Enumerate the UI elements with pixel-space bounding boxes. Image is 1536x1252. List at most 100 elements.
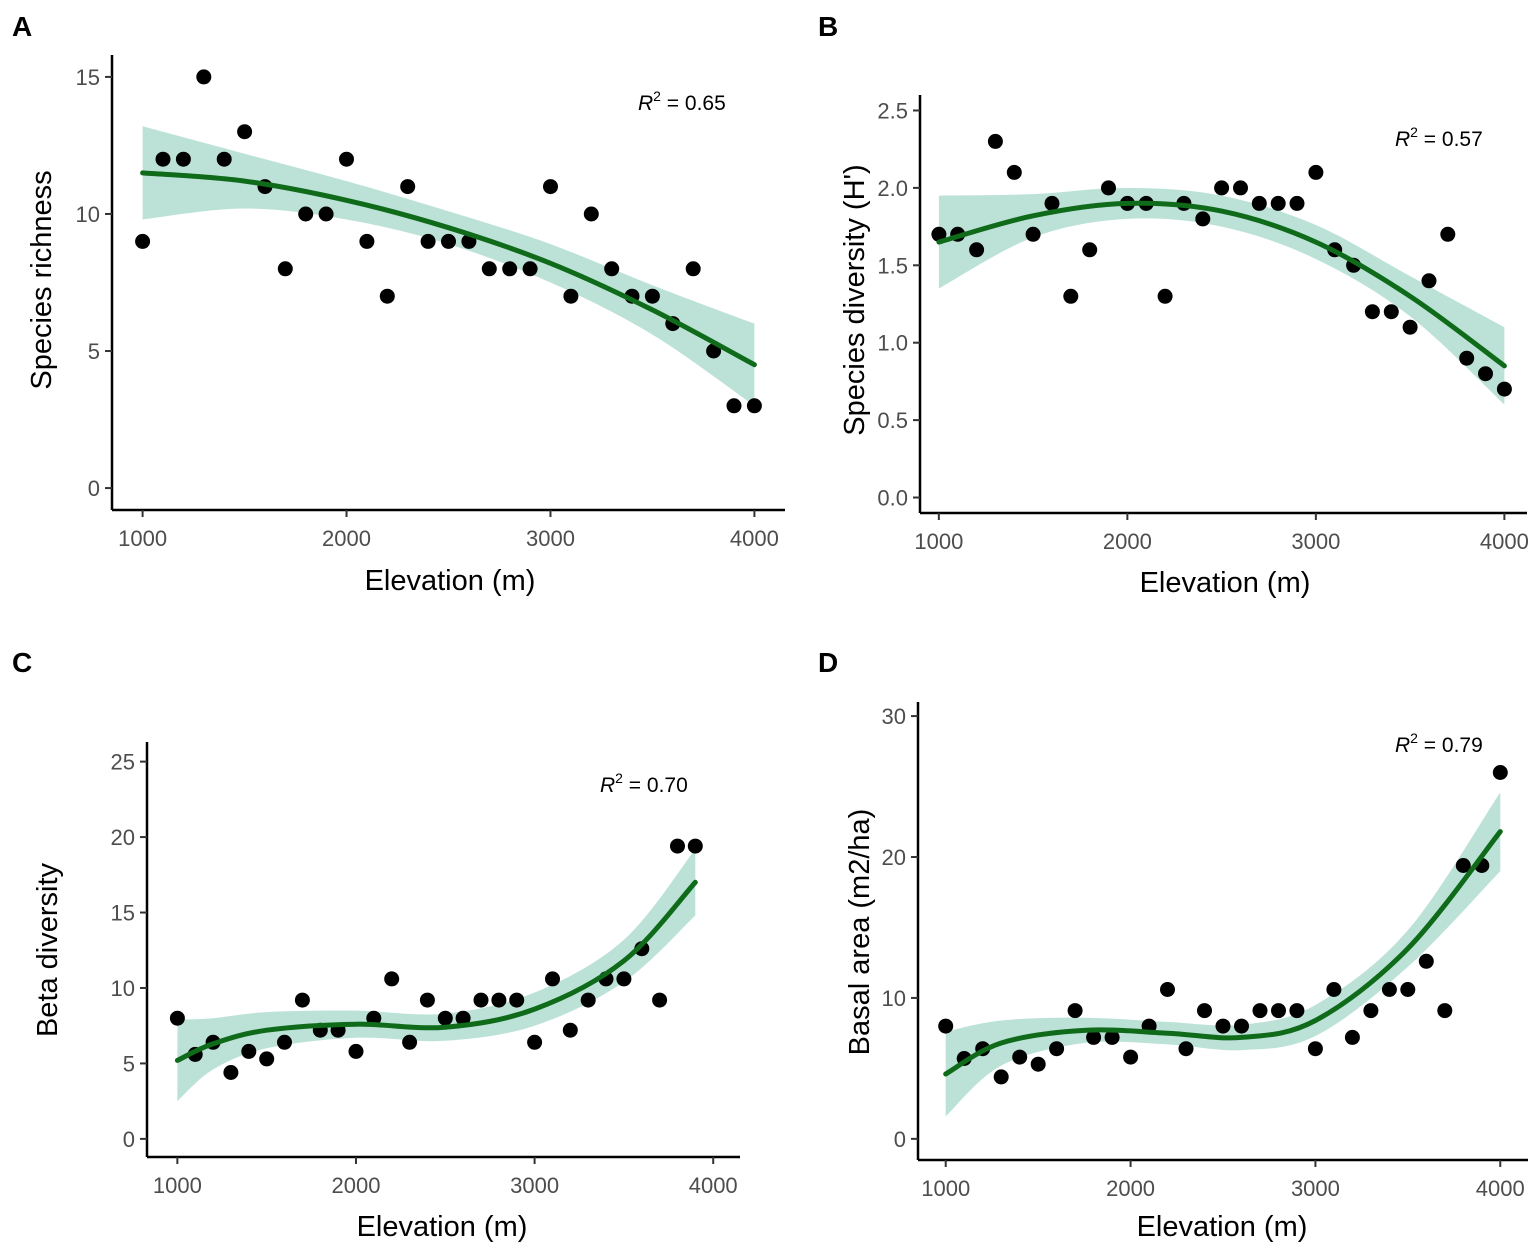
data-point bbox=[583, 206, 599, 222]
data-point bbox=[522, 261, 538, 277]
data-point bbox=[502, 261, 518, 277]
x-axis-title: Elevation (m) bbox=[357, 1211, 528, 1243]
data-point bbox=[1006, 164, 1022, 180]
r-squared-annotation: R2 = 0.70 bbox=[600, 770, 688, 797]
y-tick-label: 25 bbox=[111, 750, 135, 775]
data-point bbox=[359, 233, 375, 249]
data-point bbox=[437, 1010, 453, 1026]
data-point bbox=[241, 1043, 257, 1059]
data-point bbox=[1030, 1056, 1046, 1072]
data-point bbox=[562, 1022, 578, 1038]
x-tick-label: 2000 bbox=[322, 526, 371, 551]
data-point bbox=[441, 233, 456, 249]
data-point bbox=[1270, 195, 1286, 211]
data-point bbox=[1234, 1018, 1249, 1034]
data-point bbox=[652, 992, 668, 1008]
data-point bbox=[1492, 765, 1508, 780]
y-tick-label: 10 bbox=[111, 976, 135, 1001]
data-point bbox=[1252, 1003, 1268, 1019]
data-point bbox=[400, 179, 416, 195]
data-point bbox=[277, 1034, 292, 1050]
x-axis-title: Elevation (m) bbox=[1137, 1211, 1308, 1243]
panel-a: A 1000 2000 3000 4000 0 5 10 15 Elevation (m) S… bbox=[12, 11, 785, 597]
data-point bbox=[277, 261, 293, 277]
data-point bbox=[491, 992, 507, 1008]
y-tick-label: 10 bbox=[882, 986, 906, 1011]
data-point bbox=[348, 1043, 364, 1059]
data-point bbox=[1344, 1029, 1360, 1045]
y-tick-label: 15 bbox=[111, 901, 135, 926]
data-point bbox=[509, 992, 525, 1008]
x-tick-label: 3000 bbox=[510, 1173, 559, 1198]
data-point bbox=[1082, 242, 1098, 258]
y-axis-title: Beta diversity bbox=[32, 862, 64, 1037]
r-squared-annotation: R2 = 0.65 bbox=[638, 88, 726, 115]
confidence-band bbox=[938, 187, 1505, 405]
data-point bbox=[237, 124, 253, 140]
y-tick-label: 0 bbox=[123, 1127, 135, 1152]
data-point bbox=[1063, 288, 1079, 304]
data-point bbox=[1496, 381, 1512, 397]
panel-letter-c: C bbox=[12, 647, 32, 678]
data-point bbox=[419, 992, 435, 1008]
y-tick-label: 20 bbox=[111, 825, 135, 850]
data-point bbox=[616, 971, 632, 987]
confidence-band bbox=[142, 126, 755, 406]
data-point bbox=[1195, 211, 1211, 227]
y-tick-label: 20 bbox=[882, 845, 906, 870]
y-tick-label: 2.5 bbox=[877, 98, 908, 123]
data-point bbox=[1459, 350, 1475, 366]
y-tick-label: 0 bbox=[894, 1127, 906, 1152]
r-symbol: R bbox=[600, 774, 615, 797]
data-point bbox=[1289, 1003, 1305, 1019]
x-tick-label: 1000 bbox=[914, 529, 963, 554]
r-symbol: R bbox=[1395, 734, 1410, 757]
y-tick-label: 2.0 bbox=[877, 176, 908, 201]
data-point bbox=[1012, 1049, 1028, 1065]
data-point bbox=[175, 151, 191, 167]
data-point bbox=[1363, 1003, 1379, 1019]
fit-line bbox=[140, 170, 757, 368]
data-point bbox=[384, 971, 400, 987]
r-superscript: 2 bbox=[1410, 730, 1418, 746]
data-point bbox=[987, 133, 1003, 149]
data-point bbox=[726, 398, 742, 414]
data-point bbox=[1086, 1029, 1102, 1045]
data-point bbox=[1326, 982, 1342, 997]
r-symbol: R bbox=[638, 92, 653, 115]
data-point bbox=[746, 398, 762, 414]
data-point bbox=[1400, 982, 1416, 997]
data-point bbox=[1271, 1003, 1286, 1019]
confidence-band bbox=[945, 792, 1501, 1117]
y-axis-title: Species diversity (H') bbox=[839, 164, 871, 435]
x-tick-label: 1000 bbox=[118, 526, 167, 551]
y-tick-label: 15 bbox=[76, 65, 100, 90]
data-point bbox=[1101, 180, 1116, 196]
data-point bbox=[318, 206, 334, 222]
fit-line bbox=[936, 200, 1507, 369]
data-point bbox=[1421, 273, 1437, 289]
x-axis-title: Elevation (m) bbox=[1140, 567, 1311, 599]
data-point bbox=[1478, 366, 1493, 382]
data-point bbox=[1215, 1018, 1231, 1034]
data-point bbox=[931, 226, 947, 242]
x-tick-label: 1000 bbox=[921, 1176, 970, 1201]
confidence-band bbox=[177, 849, 696, 1102]
data-point bbox=[1178, 1041, 1194, 1057]
y-tick-label: 0.0 bbox=[877, 486, 908, 511]
data-point bbox=[543, 179, 558, 195]
data-point bbox=[339, 151, 354, 167]
data-point bbox=[294, 992, 310, 1008]
r-squared-value: = 0.57 bbox=[1418, 128, 1483, 151]
data-point bbox=[1251, 195, 1267, 211]
r-superscript: 2 bbox=[1410, 124, 1418, 140]
panel-letter-a: A bbox=[12, 11, 32, 42]
data-point bbox=[687, 838, 703, 854]
data-point bbox=[1197, 1003, 1212, 1019]
data-point bbox=[420, 233, 436, 249]
x-tick-label: 4000 bbox=[1476, 1176, 1525, 1201]
x-tick-label: 1000 bbox=[153, 1173, 202, 1198]
data-point bbox=[1402, 319, 1418, 335]
